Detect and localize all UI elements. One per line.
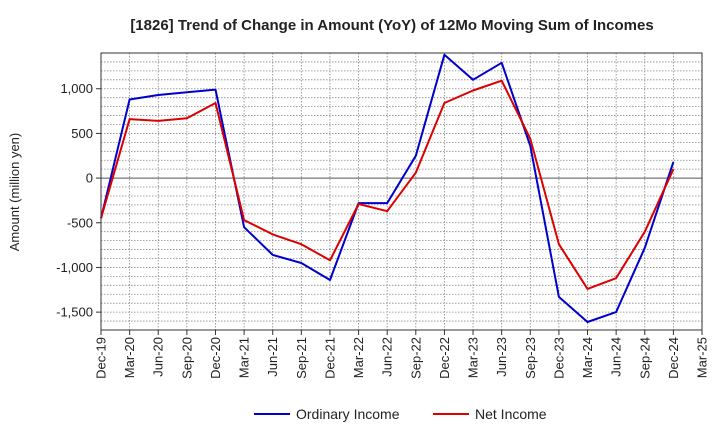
y-axis-ticks: 1,000 500 0 -500 -1,000 -1,500 xyxy=(56,81,101,320)
x-tick-label: Sep-20 xyxy=(179,337,194,379)
y-tick-label: -1,000 xyxy=(56,260,93,275)
y-tick-label: 0 xyxy=(86,171,93,186)
plot-frame xyxy=(100,52,703,331)
x-tick-label: Dec-20 xyxy=(208,337,223,379)
x-tick-label: Sep-21 xyxy=(294,337,309,379)
series-line-net-income xyxy=(100,79,675,290)
x-tick-label: Sep-23 xyxy=(523,337,538,379)
chart-title: [1826] Trend of Change in Amount (YoY) o… xyxy=(130,17,653,34)
y-tick-label: -500 xyxy=(67,215,93,230)
x-tick-label: Mar-25 xyxy=(695,337,710,378)
x-tick-label: Mar-23 xyxy=(466,337,481,378)
gridlines xyxy=(101,53,702,330)
x-tick-label: Mar-22 xyxy=(351,337,366,378)
legend: Ordinary Income Net Income xyxy=(254,406,547,422)
legend-label: Net Income xyxy=(475,406,547,422)
x-axis-ticks: Dec-19 Mar-20 Jun-20 Sep-20 Dec-20 Mar-21 Jun-… xyxy=(94,330,710,379)
x-tick-label: Jun-21 xyxy=(265,337,280,377)
y-axis-title: Amount (million yen) xyxy=(7,133,22,252)
series-line-ordinary-income xyxy=(100,53,675,323)
x-tick-label: Mar-21 xyxy=(237,337,252,378)
x-tick-label: Dec-22 xyxy=(437,337,452,379)
x-tick-label: Dec-24 xyxy=(666,337,681,379)
x-tick-label: Dec-21 xyxy=(322,337,337,379)
x-tick-label: Jun-23 xyxy=(494,337,509,377)
x-tick-label: Jun-24 xyxy=(609,337,624,377)
x-tick-label: Dec-23 xyxy=(551,337,566,379)
x-tick-label: Mar-20 xyxy=(122,337,137,378)
y-tick-label: 1,000 xyxy=(60,81,93,96)
x-tick-label: Jun-22 xyxy=(380,337,395,377)
x-tick-label: Mar-24 xyxy=(580,337,595,378)
series-layer xyxy=(100,53,675,323)
y-tick-label: -1,500 xyxy=(56,305,93,320)
x-tick-label: Sep-24 xyxy=(637,337,652,379)
x-tick-label: Jun-20 xyxy=(151,337,166,377)
x-tick-label: Dec-19 xyxy=(94,337,109,379)
legend-label: Ordinary Income xyxy=(296,406,400,422)
y-tick-label: 500 xyxy=(71,126,93,141)
x-tick-label: Sep-22 xyxy=(408,337,423,379)
